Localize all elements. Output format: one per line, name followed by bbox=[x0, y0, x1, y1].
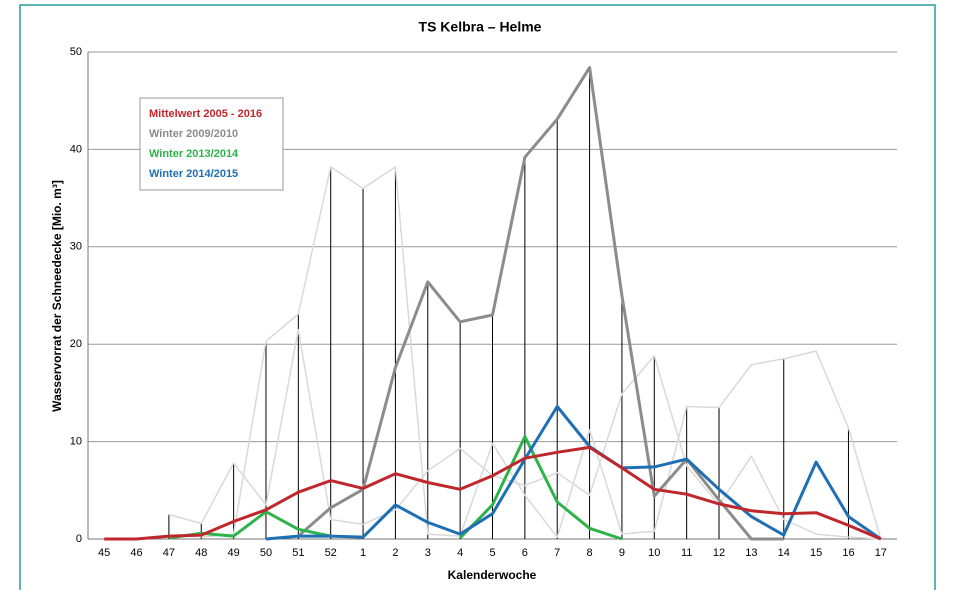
legend-entry: Winter 2009/2010 bbox=[149, 128, 238, 140]
x-tick-label: 11 bbox=[681, 547, 692, 559]
x-tick-label: 12 bbox=[713, 547, 725, 559]
x-tick-label: 51 bbox=[292, 547, 304, 559]
frame bbox=[19, 4, 936, 590]
y-tick-label: 0 bbox=[76, 533, 82, 545]
background-line bbox=[201, 166, 882, 540]
x-tick-label: 10 bbox=[648, 547, 660, 559]
legend-entry: Mittelwert 2005 - 2016 bbox=[149, 108, 262, 120]
x-tick-label: 8 bbox=[587, 547, 593, 559]
chart-title: TS Kelbra – Helme bbox=[419, 19, 542, 35]
x-tick-label: 14 bbox=[778, 547, 790, 559]
series-line bbox=[297, 66, 784, 541]
legend-entry: Winter 2014/2015 bbox=[149, 168, 238, 180]
x-tick-label: 46 bbox=[130, 547, 142, 559]
legend-box bbox=[139, 97, 284, 191]
y-tick-label: 20 bbox=[70, 338, 82, 350]
x-tick-label: 1 bbox=[360, 547, 366, 559]
x-tick-label: 2 bbox=[392, 547, 398, 559]
background-line bbox=[168, 328, 881, 540]
x-tick-label: 5 bbox=[489, 547, 495, 559]
x-tick-label: 3 bbox=[425, 547, 431, 559]
x-tick-label: 7 bbox=[554, 547, 560, 559]
series-line bbox=[104, 445, 882, 541]
x-tick-label: 45 bbox=[98, 547, 110, 559]
x-tick-label: 17 bbox=[875, 547, 887, 559]
x-tick-label: 49 bbox=[227, 547, 239, 559]
legend-entry: Winter 2013/2014 bbox=[149, 148, 239, 160]
y-tick-label: 30 bbox=[70, 241, 82, 253]
x-tick-label: 15 bbox=[810, 547, 822, 559]
x-tick-label: 13 bbox=[745, 547, 757, 559]
x-tick-label: 48 bbox=[195, 547, 207, 559]
y-axis-label: Wasservorrat der Schneedecke [Mio. m³] bbox=[50, 180, 64, 412]
x-tick-label: 16 bbox=[842, 547, 854, 559]
x-tick-label: 50 bbox=[260, 547, 272, 559]
x-axis-label: Kalenderwoche bbox=[448, 568, 537, 582]
y-tick-label: 40 bbox=[70, 143, 82, 155]
series-line bbox=[265, 405, 882, 541]
x-tick-label: 9 bbox=[619, 547, 625, 559]
x-tick-label: 47 bbox=[163, 547, 175, 559]
y-tick-label: 50 bbox=[70, 46, 82, 58]
x-tick-label: 52 bbox=[325, 547, 337, 559]
x-tick-label: 6 bbox=[522, 547, 528, 559]
x-tick-label: 4 bbox=[457, 547, 463, 559]
y-tick-label: 10 bbox=[70, 436, 82, 448]
